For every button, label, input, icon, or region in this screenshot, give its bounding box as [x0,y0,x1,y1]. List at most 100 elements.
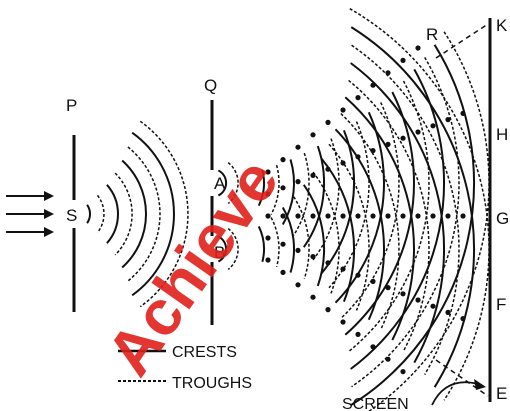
label-s: S [66,206,77,225]
intersection-dot [325,166,331,172]
crest-arc [350,68,445,370]
crest-arc [302,145,325,248]
intersection-dot [460,110,466,116]
intersection-dot [265,213,271,219]
intersection-dot [340,213,346,219]
trough-arc [340,102,400,319]
label-f: F [496,295,506,314]
crest-arc [217,169,228,197]
intersection-dot [370,213,376,219]
trough-arc [312,138,340,261]
crest-arc [131,131,175,297]
label-a: A [214,174,226,193]
slit-wavefronts [217,162,239,270]
trough-arc [293,152,310,236]
intersection-dot [355,95,361,101]
intersection-dot [370,82,376,88]
arrowhead-3 [44,227,54,237]
intersection-dot [325,307,331,313]
label-q: Q [204,76,217,95]
intersection-dot [340,160,346,166]
intersection-dot [400,291,406,297]
crest-arc [257,170,265,207]
crest-arc [281,159,295,226]
intersection-dot [430,123,436,129]
intersection-dot [310,172,316,178]
intersection-dot [310,254,316,260]
label-h: H [496,125,508,144]
intersection-dot [445,117,451,123]
intersection-dot [400,213,406,219]
intersection-dot [430,303,436,309]
intersection-dot [355,331,361,337]
crest-arc [106,184,119,244]
intersection-dot [445,213,451,219]
intersection-dot [385,70,391,76]
intersection-dot [295,247,301,253]
intersection-dot [295,213,301,219]
intersection-dot [340,266,346,272]
intersection-dot [325,119,331,125]
crest-arc [302,184,325,287]
intersection-dot [370,344,376,350]
label-k: K [496,16,508,35]
trough-arc [351,44,460,375]
intersection-dot [415,45,421,51]
intersection-dot [325,213,331,219]
crest-arc [344,96,415,341]
crest-arc [350,26,476,388]
intersection-dot [280,213,286,219]
trough-arc [127,146,161,282]
trough-arc [351,57,460,388]
trough-arc [293,196,310,280]
intersection-dot [265,169,271,175]
label-e: E [496,384,507,403]
intersection-dot [340,319,346,325]
intersection-dot [310,213,316,219]
intersection-dot [415,213,421,219]
crest-arc [350,62,445,364]
intersection-dot [400,369,406,375]
intersection-dot [310,294,316,300]
label-r: R [426,25,438,44]
legend: CRESTS TROUGHS [118,344,252,392]
intersection-dot [280,185,286,191]
crest-arc [334,128,385,321]
trough-arc [139,120,189,308]
arrowhead-2 [44,209,54,219]
guide-lines [435,23,489,397]
intersection-dot [460,213,466,219]
intersection-dot [445,309,451,315]
screen-pointer [431,381,479,406]
trough-arc [96,194,105,234]
intersection-dot [265,257,271,263]
trough-arc [227,162,239,204]
crest-arc [121,159,148,269]
crest-arc [217,235,228,263]
intersection-dot [385,285,391,291]
source-wavefronts [86,120,189,308]
crest-arc [86,204,92,224]
legend-troughs: TROUGHS [172,375,252,392]
intersection-dot [415,297,421,303]
crest-arc [257,225,265,262]
legend-crests: CRESTS [172,344,237,361]
intersection-dot [370,278,376,284]
label-p: P [66,96,77,115]
intersection-dot [325,260,331,266]
trough-arc [227,228,239,270]
intersection-dot [385,213,391,219]
crest-arc [350,44,476,406]
label-g: G [496,209,509,228]
intersection-dot [385,356,391,362]
intersection-dot [460,316,466,322]
intersection-dot [400,57,406,64]
incident-arrows [6,191,54,237]
intersection-dot [265,235,271,241]
crest-arc [281,206,295,273]
intersection-dot [400,135,406,141]
trough-arc [270,217,280,267]
label-b: B [214,243,225,262]
intersection-dot [430,213,436,219]
intersection-dot [280,269,286,275]
